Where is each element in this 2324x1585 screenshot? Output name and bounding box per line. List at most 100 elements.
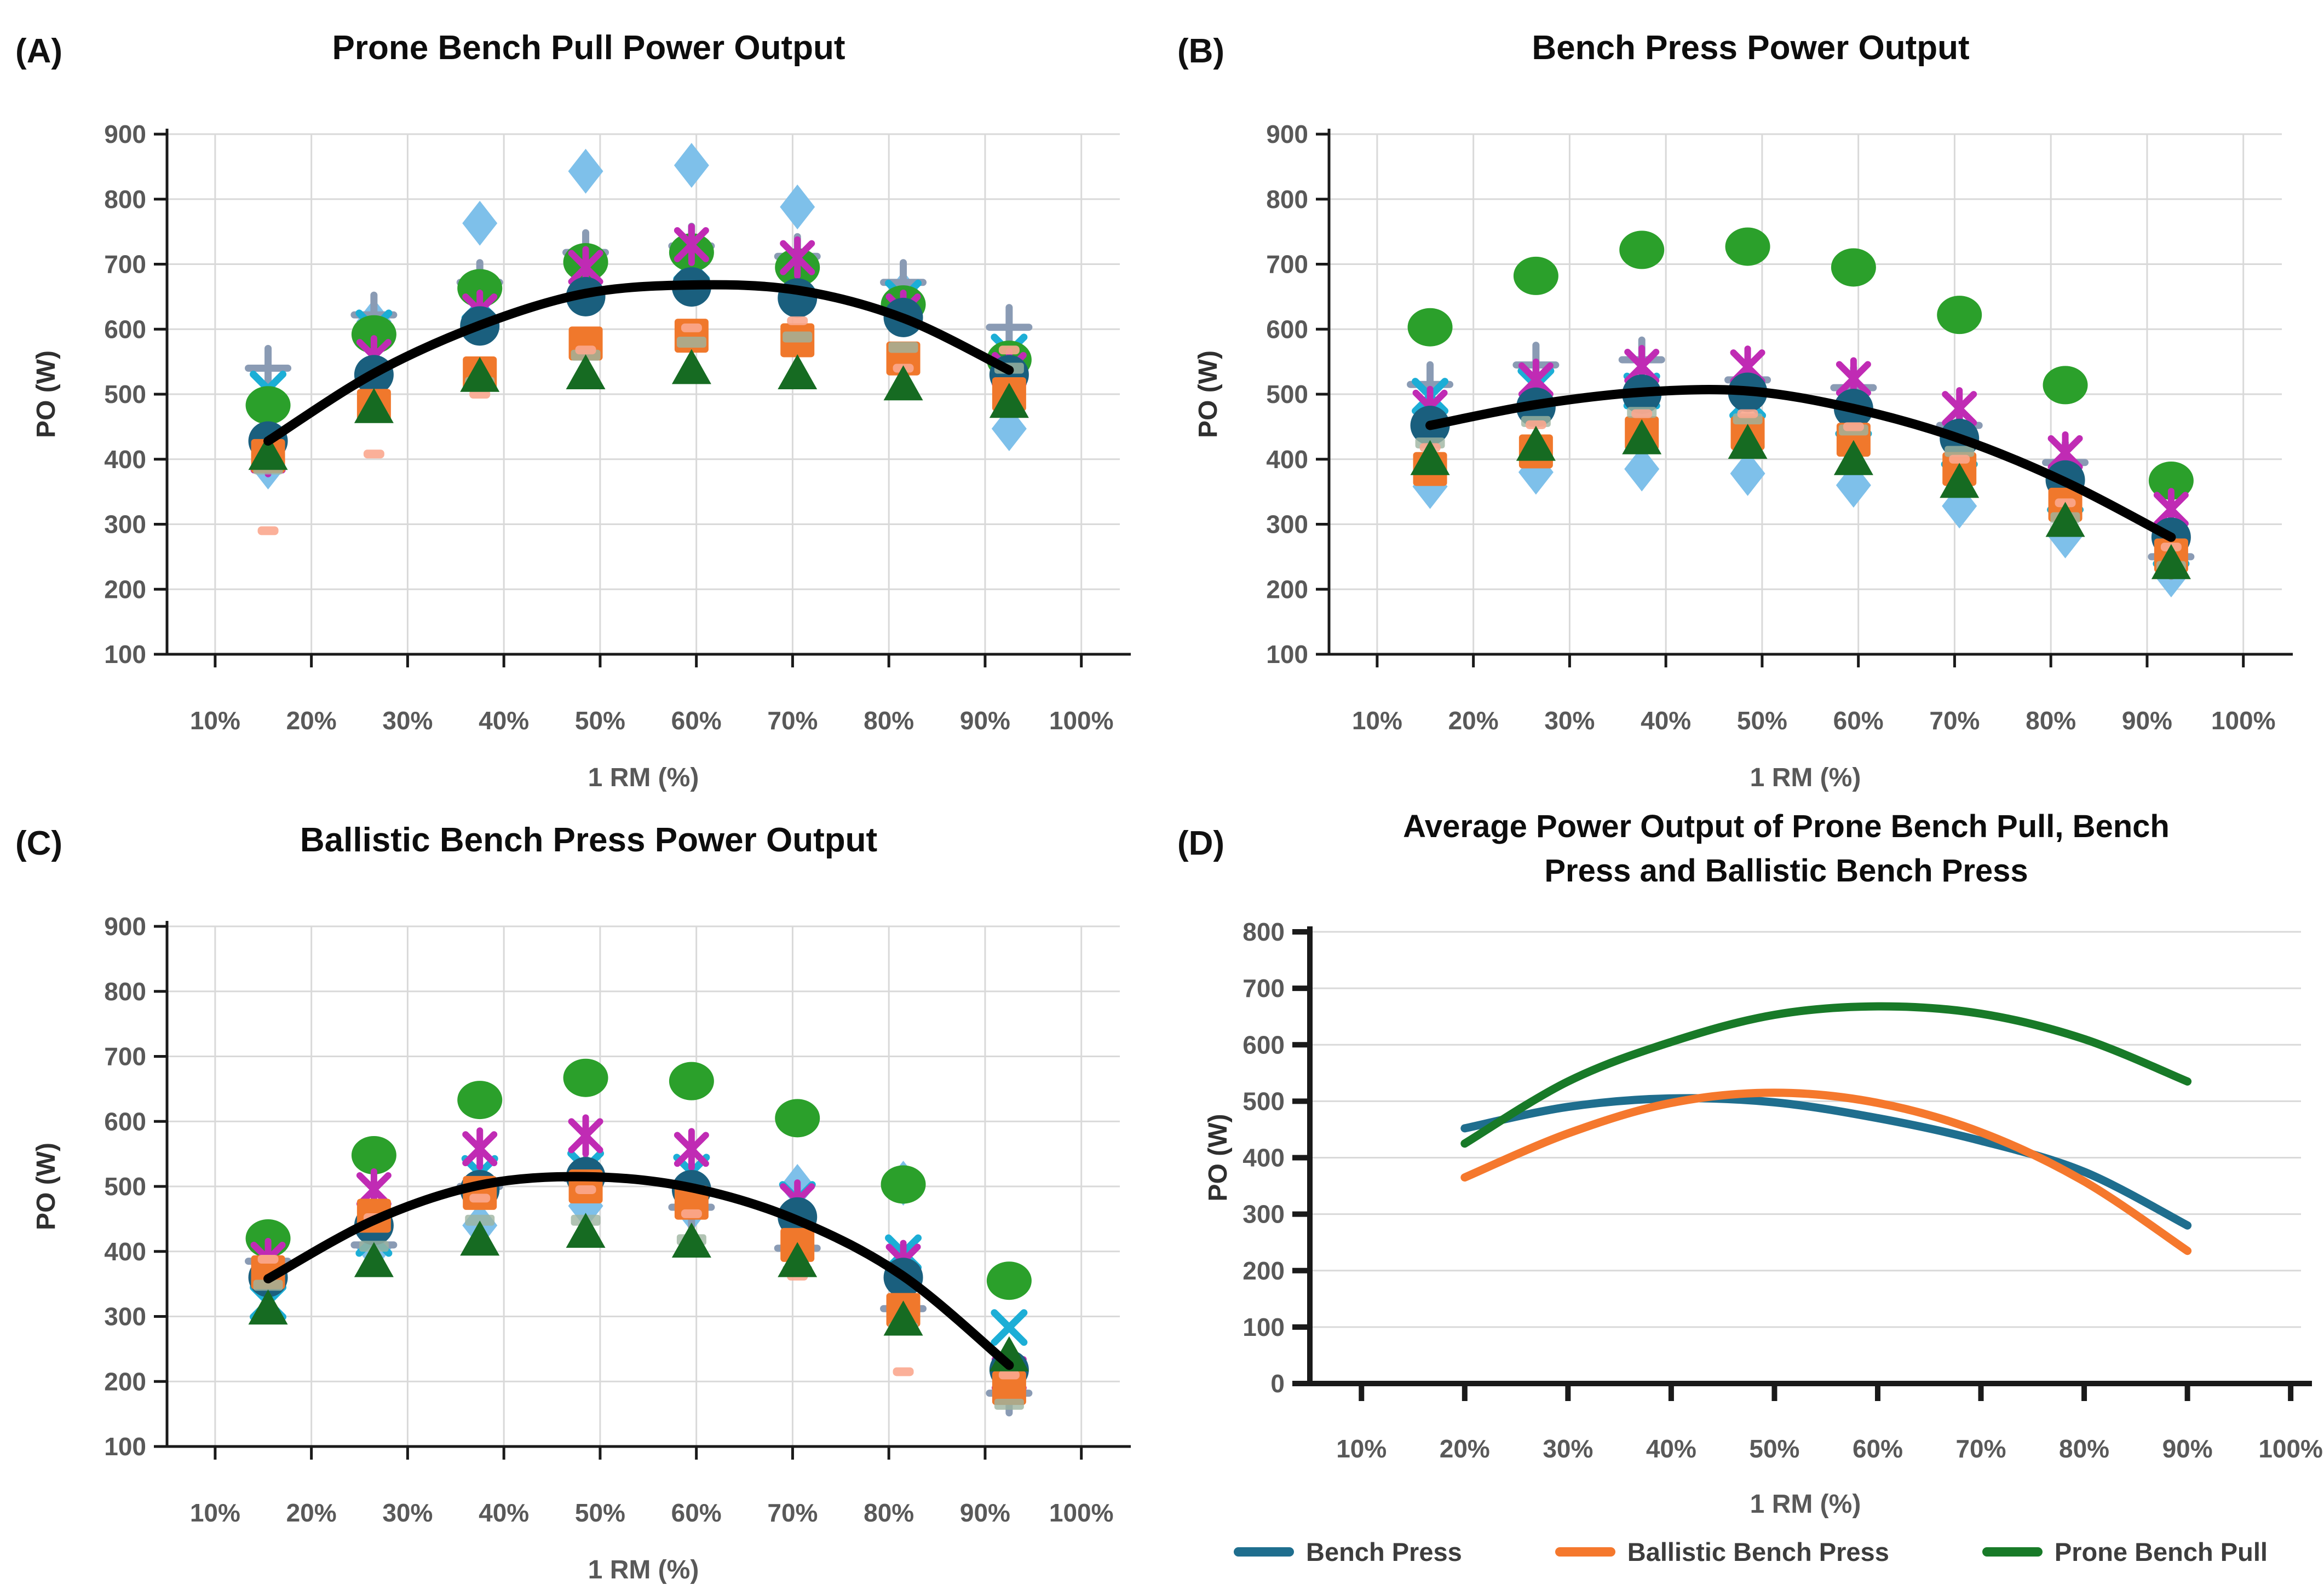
panel-prone-bench-pull: (A) Prone Bench Pull Power Output 100 200… bbox=[0, 0, 1162, 793]
x-tick-label: 80% bbox=[864, 1498, 914, 1527]
legend-label-ballistic-bench-press: Ballistic Bench Press bbox=[1627, 1537, 1889, 1566]
x-tick-label: 50% bbox=[1749, 1434, 1799, 1463]
y-tick-label: 500 bbox=[1242, 1087, 1285, 1115]
y-tick-label: 300 bbox=[104, 510, 146, 539]
legend-item-ballistic-bench-press: Ballistic Bench Press bbox=[1555, 1537, 1889, 1567]
panel-label-d: (D) bbox=[1177, 825, 1225, 862]
y-tick-label: 0 bbox=[1270, 1369, 1285, 1398]
y-tick-label: 100 bbox=[104, 640, 146, 668]
x-tick-label: 20% bbox=[286, 706, 337, 735]
ballistic-bench-press-line-swatch bbox=[1555, 1547, 1615, 1557]
x-tick-label: 10% bbox=[1352, 706, 1402, 735]
ballistic-bench-press-scatter-chart: 100 200 300 400 500 600 700 800 900 10% 20% 30% 40% 5… bbox=[32, 912, 1131, 1584]
y-tick-label: 600 bbox=[1266, 315, 1308, 343]
scatter-series-dark-green-triangle bbox=[248, 349, 1029, 470]
y-tick-label: 200 bbox=[1266, 575, 1308, 603]
x-axis-title: 1 RM (%) bbox=[1750, 1490, 1861, 1519]
y-tick-label: 800 bbox=[1242, 918, 1285, 946]
prone-bench-pull-scatter-chart: 100 200 300 400 500 600 700 800 900 10% 20% 30% 40% 5… bbox=[32, 120, 1131, 792]
gridlines bbox=[167, 925, 1120, 1448]
x-tick-label: 60% bbox=[671, 706, 722, 735]
panel-label-a: (A) bbox=[15, 32, 63, 70]
x-tick-label: 30% bbox=[1544, 706, 1595, 735]
x-tick-label: 70% bbox=[1929, 706, 1980, 735]
x-tick-label: 40% bbox=[479, 706, 529, 735]
axis-tick-labels: 100 200 300 400 500 600 700 800 900 10% 20% 30% 40% 5… bbox=[1266, 120, 2275, 735]
trend-line bbox=[263, 1172, 1014, 1370]
x-tick-label: 90% bbox=[2122, 706, 2172, 735]
axes bbox=[154, 129, 1131, 667]
line-series-ballistic-bench-press bbox=[1460, 1088, 2192, 1255]
x-tick-label: 30% bbox=[382, 1498, 433, 1527]
panel-ballistic-bench-press: (C) Ballistic Bench Press Power Output 1… bbox=[0, 792, 1162, 1585]
y-tick-label: 400 bbox=[104, 445, 146, 474]
legend-label-bench-press: Bench Press bbox=[1306, 1537, 1462, 1566]
y-axis-title: PO (W) bbox=[32, 1143, 61, 1230]
axes bbox=[1292, 926, 2312, 1401]
x-tick-label: 40% bbox=[1646, 1434, 1696, 1463]
scatter-series-dark-green-triangle bbox=[1410, 419, 2191, 579]
y-tick-label: 100 bbox=[1266, 640, 1308, 668]
y-tick-label: 600 bbox=[104, 315, 146, 343]
x-tick-label: 10% bbox=[1336, 1434, 1387, 1463]
y-tick-label: 400 bbox=[1266, 445, 1308, 474]
x-tick-label: 30% bbox=[1543, 1434, 1593, 1463]
x-tick-label: 70% bbox=[1955, 1434, 2006, 1463]
y-tick-label: 500 bbox=[104, 380, 146, 408]
panel-title-average-power-output: Average Power Output of Prone Bench Pull… bbox=[1403, 809, 2170, 889]
gridlines bbox=[1310, 931, 2301, 1385]
scatter-series-green-circle bbox=[1407, 227, 2194, 500]
legend-label-prone-bench-pull: Prone Bench Pull bbox=[2054, 1537, 2268, 1566]
y-tick-label: 800 bbox=[1266, 185, 1308, 214]
x-tick-label: 90% bbox=[960, 706, 1010, 735]
axes bbox=[154, 921, 1131, 1460]
panel-bench-press: (B) Bench Press Power Output 100 200 300 40… bbox=[1162, 0, 2324, 793]
y-tick-label: 200 bbox=[104, 575, 146, 603]
x-axis-title: 1 RM (%) bbox=[588, 763, 699, 792]
legend-item-bench-press: Bench Press bbox=[1234, 1537, 1462, 1567]
panel-label-c: (C) bbox=[15, 825, 63, 862]
y-tick-label: 600 bbox=[104, 1107, 146, 1136]
x-tick-label: 100% bbox=[2211, 706, 2276, 735]
y-tick-label: 200 bbox=[1242, 1257, 1285, 1285]
x-tick-label: 80% bbox=[2026, 706, 2076, 735]
x-tick-label: 60% bbox=[1833, 706, 1884, 735]
panel-title-bench-press: Bench Press Power Output bbox=[1532, 29, 1970, 67]
x-axis-title: 1 RM (%) bbox=[588, 1555, 699, 1584]
panel-average-power-output: (D) Average Power Output of Prone Bench … bbox=[1162, 792, 2324, 1585]
axis-tick-labels: 0 100 200 300 400 500 600 700 800 10% 20% 30% 40% 50%… bbox=[1242, 918, 2323, 1463]
y-axis-title: PO (W) bbox=[32, 350, 61, 438]
y-tick-label: 900 bbox=[104, 120, 146, 148]
y-tick-label: 700 bbox=[104, 250, 146, 279]
x-tick-label: 100% bbox=[1049, 706, 1114, 735]
panel-title-ballistic-bench-press: Ballistic Bench Press Power Output bbox=[300, 821, 878, 859]
y-tick-label: 300 bbox=[104, 1302, 146, 1331]
x-tick-label: 40% bbox=[1641, 706, 1691, 735]
average-power-output-line-chart: 0 100 200 300 400 500 600 700 800 10% 20% 30% 40% 50%… bbox=[1204, 918, 2323, 1519]
line-series-bench-press bbox=[1460, 1094, 2192, 1230]
x-tick-label: 90% bbox=[960, 1498, 1010, 1527]
x-tick-label: 100% bbox=[2258, 1434, 2323, 1463]
y-tick-label: 900 bbox=[104, 912, 146, 941]
y-tick-label: 800 bbox=[104, 977, 146, 1006]
x-tick-label: 70% bbox=[767, 706, 818, 735]
y-tick-label: 900 bbox=[1266, 120, 1308, 148]
x-tick-label: 20% bbox=[1448, 706, 1499, 735]
prone-bench-pull-line-swatch bbox=[1982, 1547, 2043, 1557]
x-axis-title: 1 RM (%) bbox=[1750, 763, 1861, 792]
x-tick-label: 30% bbox=[382, 706, 433, 735]
axis-tick-labels: 100 200 300 400 500 600 700 800 900 10% 20% 30% 40% 5… bbox=[104, 120, 1113, 735]
trend-line bbox=[263, 280, 1014, 446]
y-tick-label: 400 bbox=[104, 1237, 146, 1266]
y-tick-label: 700 bbox=[1242, 974, 1285, 1002]
y-tick-label: 700 bbox=[104, 1042, 146, 1071]
y-tick-label: 100 bbox=[104, 1432, 146, 1461]
x-tick-label: 50% bbox=[575, 706, 625, 735]
x-tick-label: 60% bbox=[671, 1498, 722, 1527]
y-tick-label: 500 bbox=[104, 1172, 146, 1201]
axis-tick-labels: 100 200 300 400 500 600 700 800 900 10% 20% 30% 40% 5… bbox=[104, 912, 1113, 1527]
panel-title-prone-bench-pull: Prone Bench Pull Power Output bbox=[332, 29, 845, 67]
y-tick-label: 300 bbox=[1266, 510, 1308, 539]
x-tick-label: 50% bbox=[575, 1498, 625, 1527]
